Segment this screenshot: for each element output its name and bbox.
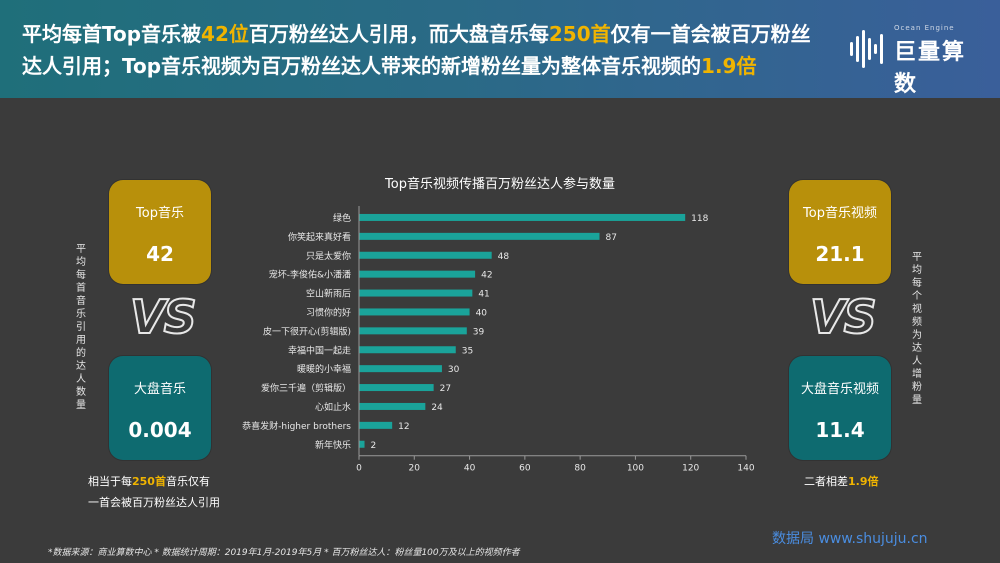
bar [359, 421, 393, 429]
headline-highlight-2: 250首 [548, 22, 611, 46]
bar [359, 289, 473, 297]
bar [359, 384, 434, 392]
footer-source: *数据来源：商业算数中心 * 数据统计周期：2019年1月-2019年5月 * … [48, 548, 520, 558]
data-label: 35 [462, 346, 473, 356]
category-label: 恭喜发财-higher brothers [242, 420, 351, 432]
category-label: 心如止水 [315, 401, 351, 413]
bar [359, 346, 456, 354]
right-note-highlight: 1.9倍 [848, 475, 879, 488]
data-label: 24 [431, 403, 443, 413]
bar [359, 327, 467, 335]
x-tick-label: 140 [737, 464, 754, 474]
x-tick-label: 60 [519, 464, 531, 474]
left-note: 相当于每250首音乐仅有 一首会被百万粉丝达人引用 [88, 471, 248, 513]
left-note-text-2: 音乐仅有 [165, 475, 210, 488]
data-label: 118 [691, 214, 708, 224]
category-label: 绿色 [333, 212, 351, 224]
data-label: 12 [398, 422, 409, 432]
logo-subtext: Ocean Engine [894, 24, 955, 32]
data-label: 41 [478, 290, 489, 300]
bar [359, 232, 600, 240]
top-video-card: Top音乐视频 21.1 [789, 180, 891, 284]
bar [359, 270, 476, 278]
data-label: 40 [476, 308, 488, 318]
data-label: 48 [498, 252, 510, 262]
bar [359, 440, 365, 448]
overall-music-card: 大盘音乐 0.004 [109, 356, 211, 460]
headline-highlight-3: 1.9倍 [701, 54, 757, 78]
x-tick-label: 100 [627, 464, 644, 474]
left-vs-mark: VS [129, 289, 198, 345]
chart-title: Top音乐视频传播百万粉丝达人参与数量 [384, 176, 615, 192]
bar [359, 365, 442, 373]
category-label: 空山新雨后 [306, 288, 351, 300]
category-label: 幸福中国一起走 [288, 344, 351, 356]
data-label: 87 [605, 233, 616, 243]
top-video-value: 21.1 [815, 242, 865, 266]
bar [359, 402, 426, 410]
brand-logo: Ocean Engine 巨量算数 [848, 24, 988, 97]
category-label: 暖暖的小幸福 [297, 363, 351, 375]
data-label: 27 [440, 384, 451, 394]
headline: 平均每首Top音乐被42位百万粉丝达人引用，而大盘音乐每250首仅有一首会被百万… [22, 18, 822, 82]
bar [359, 308, 470, 316]
headline-text-3: 仅有一首会被百万粉丝达人引用；Top音乐视频为百万粉丝达人带来的新增粉丝量为整体… [22, 22, 811, 78]
right-note-text: 二者相差 [804, 475, 848, 488]
top-music-label: Top音乐 [136, 206, 184, 221]
data-label: 2 [371, 441, 377, 451]
bar [359, 213, 686, 221]
left-note-text-3: 一首会被百万粉丝达人引用 [88, 496, 220, 509]
header-banner: 平均每首Top音乐被42位百万粉丝达人引用，而大盘音乐每250首仅有一首会被百万… [0, 0, 1000, 98]
data-label: 30 [448, 365, 460, 375]
x-tick-label: 0 [356, 464, 362, 474]
right-note: 二者相差1.9倍 [804, 471, 924, 492]
top-video-label: Top音乐视频 [803, 206, 877, 221]
headline-text-2: 百万粉丝达人引用，而大盘音乐每 [248, 22, 549, 46]
bar [359, 251, 492, 259]
left-note-highlight: 250首 [132, 475, 166, 488]
overall-video-label: 大盘音乐视频 [800, 382, 879, 397]
category-label: 习惯你的好 [306, 306, 351, 318]
overall-video-card: 大盘音乐视频 11.4 [789, 356, 891, 460]
category-label: 只是太爱你 [306, 250, 351, 262]
left-note-text-1: 相当于每 [88, 475, 132, 488]
top-music-card: Top音乐 42 [109, 180, 211, 284]
top-music-value: 42 [146, 242, 174, 266]
right-vertical-caption: 平均每个视频为达人增粉量 [912, 252, 922, 406]
data-label: 39 [473, 327, 485, 337]
headline-text-1: 平均每首Top音乐被 [22, 22, 202, 46]
right-vs-mark: VS [809, 289, 878, 345]
overall-music-value: 0.004 [128, 418, 192, 442]
overall-music-label: 大盘音乐 [133, 382, 186, 397]
x-tick-label: 40 [464, 464, 476, 474]
watermark: 数据局 www.shujuju.cn [772, 531, 928, 547]
x-tick-label: 80 [574, 464, 586, 474]
x-tick-label: 20 [409, 464, 421, 474]
category-label: 宠坏-李俊佑&小潘潘 [269, 269, 351, 281]
overall-video-value: 11.4 [815, 418, 865, 442]
category-label: 你笑起来真好看 [288, 231, 351, 243]
category-label: 皮一下很开心(剪辑版) [263, 325, 351, 337]
data-label: 42 [481, 271, 492, 281]
left-vertical-caption: 平均每首音乐引用的达人数量 [76, 244, 86, 411]
logo-text: 巨量算数 [894, 40, 967, 97]
category-label: 新年快乐 [315, 439, 351, 451]
logo-mark-icon [848, 30, 888, 68]
category-label: 爱你三千遍（剪辑版） [261, 382, 351, 394]
headline-highlight-1: 42位 [201, 22, 249, 46]
x-tick-label: 120 [682, 464, 699, 474]
